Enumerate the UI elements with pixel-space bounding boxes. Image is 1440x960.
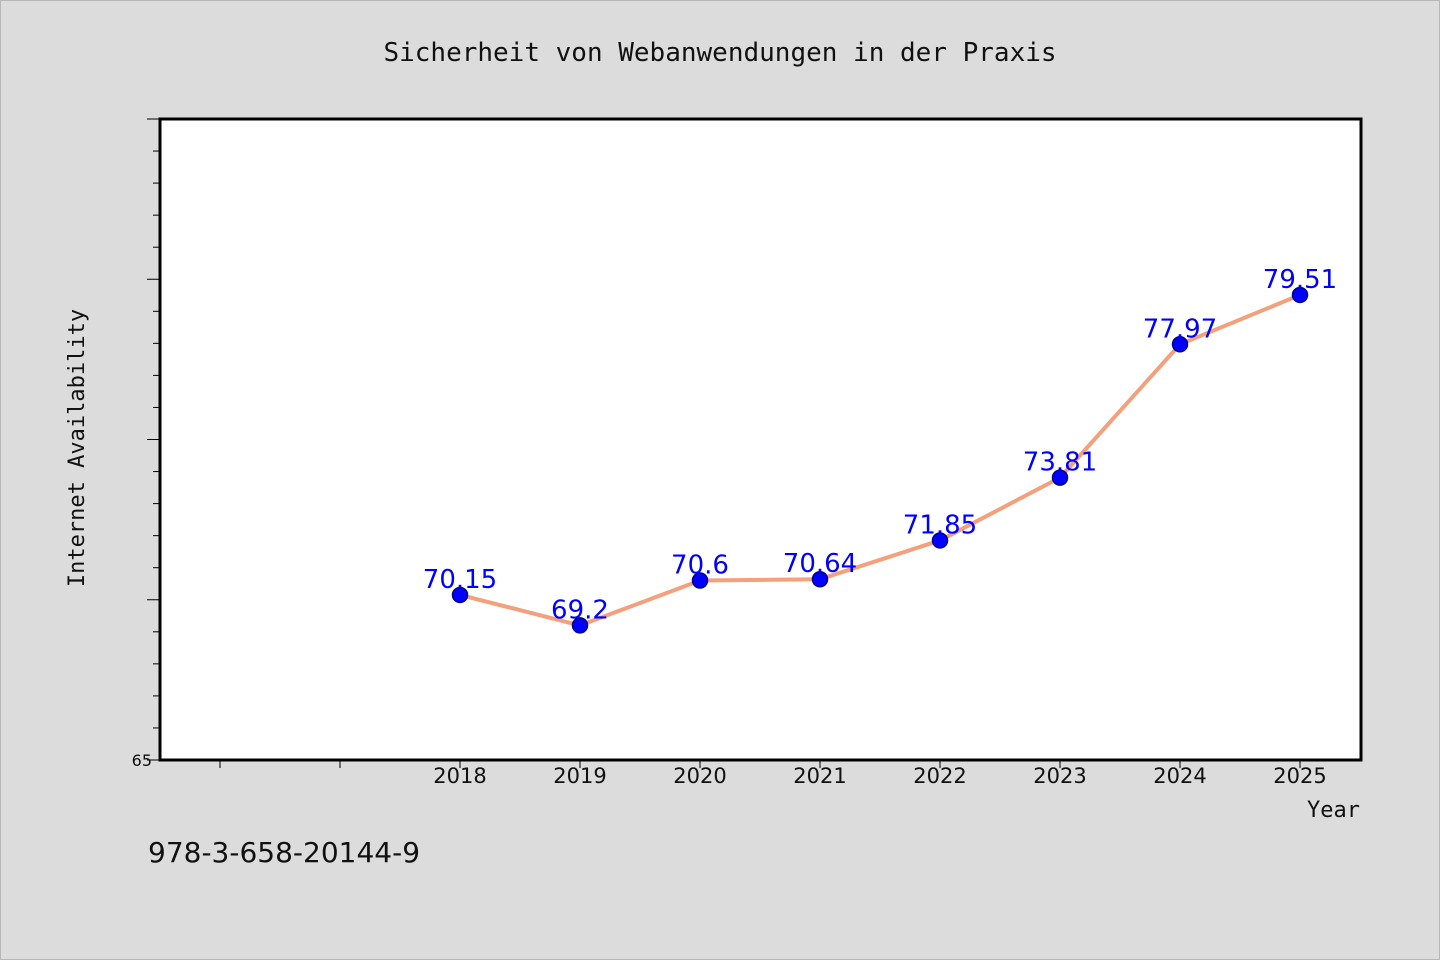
x-tick-label: 2024 <box>1153 764 1206 788</box>
x-tick-label: 2022 <box>913 764 966 788</box>
y-tick-label: 65 <box>132 751 152 770</box>
x-axis-ticks <box>219 760 1301 768</box>
data-label: 70.64 <box>783 549 857 579</box>
y-axis-label: Internet Availability <box>65 309 90 587</box>
x-tick-label: 2019 <box>553 764 606 788</box>
plot-area <box>158 117 1363 762</box>
data-label: 77.97 <box>1143 314 1217 344</box>
y-axis-ticks <box>147 118 160 761</box>
data-point <box>1291 286 1309 304</box>
data-labels: 70.15 69.2 70.6 70.64 71.85 73.81 77.97 79.51 <box>423 265 1337 625</box>
data-label: 71.85 <box>903 510 977 540</box>
data-label: 73.81 <box>1023 448 1097 478</box>
data-label: 70.15 <box>423 565 497 595</box>
x-tick-label: 2020 <box>673 764 726 788</box>
chart-title: Sicherheit von Webanwendungen in der Pra… <box>383 38 1056 68</box>
isbn-footer: 978-3-658-20144-9 <box>148 836 420 869</box>
data-label: 70.6 <box>671 551 729 581</box>
x-tick-labels: 2018 2019 2020 2021 2022 2023 2024 2025 <box>433 764 1326 788</box>
x-tick-label: 2021 <box>793 764 846 788</box>
data-point <box>931 532 949 549</box>
data-point <box>1051 469 1069 486</box>
x-tick-label: 2018 <box>433 764 486 788</box>
data-point <box>451 586 469 604</box>
x-axis-label: Year <box>1307 798 1360 823</box>
series-line <box>458 292 1302 628</box>
data-point <box>1171 336 1189 353</box>
data-point <box>811 570 829 588</box>
x-tick-label: 2025 <box>1273 764 1326 788</box>
data-point <box>571 617 589 634</box>
x-tick-label: 2023 <box>1033 764 1086 788</box>
data-label: 79.51 <box>1263 265 1337 295</box>
data-markers <box>451 286 1309 634</box>
data-point <box>691 572 709 589</box>
data-label: 69.2 <box>551 595 609 625</box>
